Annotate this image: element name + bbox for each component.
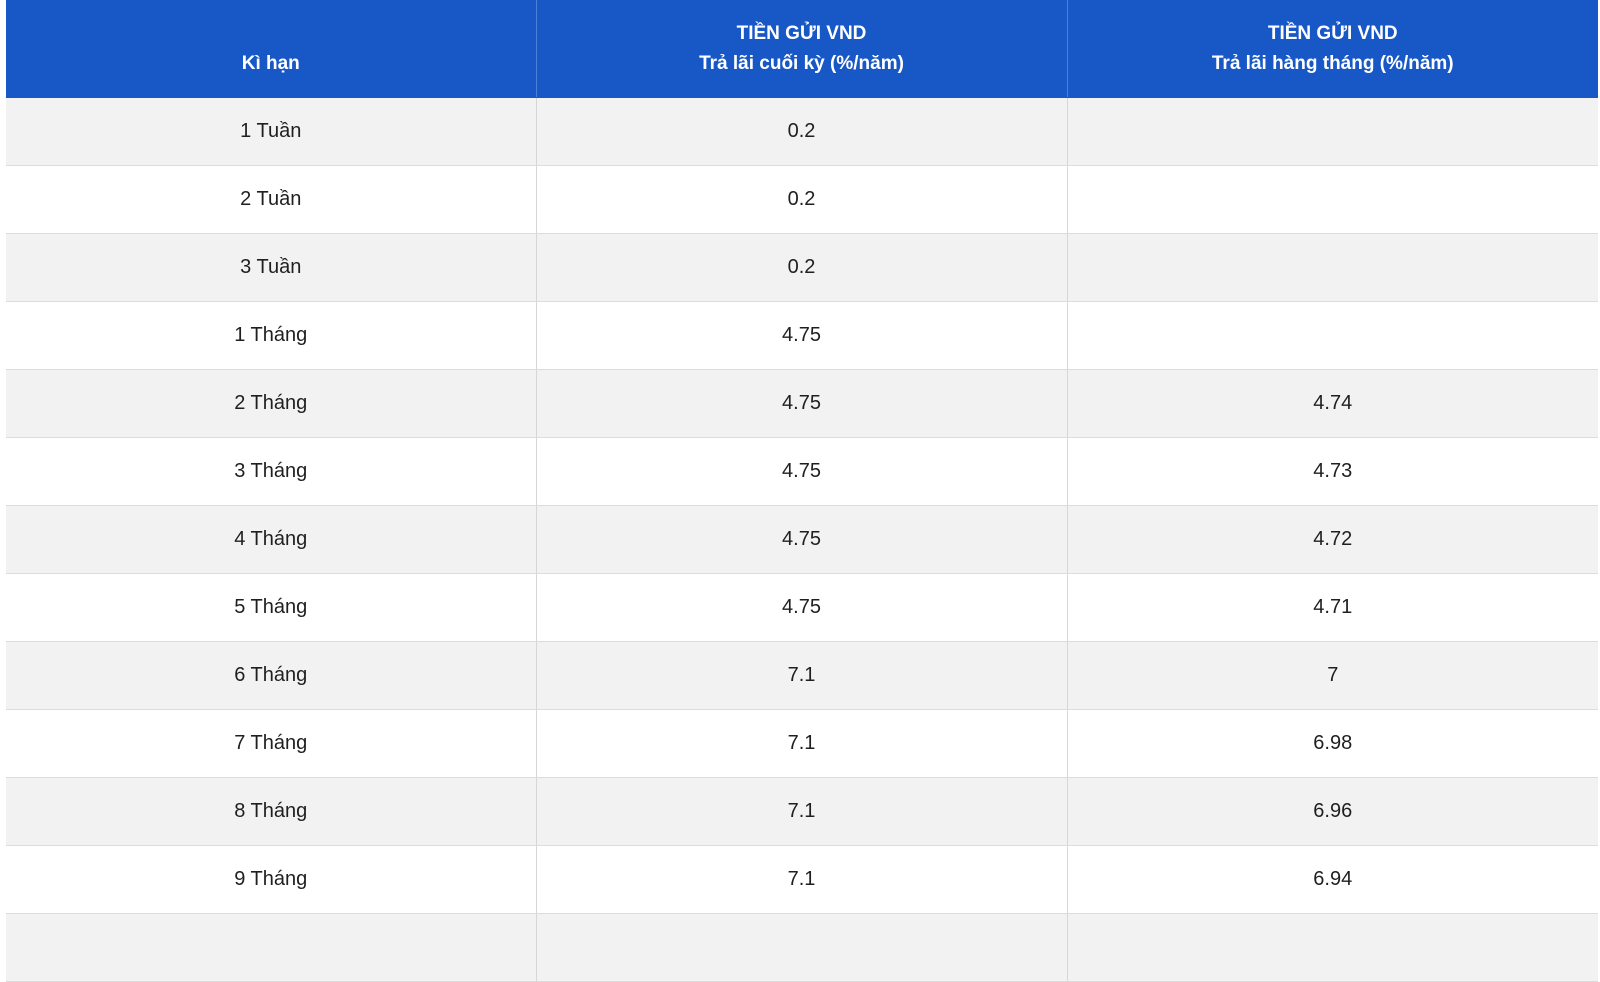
cell-monthly-rate [1067, 913, 1598, 982]
cell-monthly-rate [1067, 97, 1598, 166]
table-row: 1 Tuần 0.2 [6, 97, 1598, 166]
cell-monthly-rate: 4.74 [1067, 369, 1598, 438]
table-row [6, 913, 1598, 982]
table-row: 3 Tuần 0.2 [6, 233, 1598, 302]
cell-monthly-rate: 4.73 [1067, 437, 1598, 506]
cell-monthly-rate: 6.94 [1067, 845, 1598, 914]
cell-term: 3 Tuần [6, 233, 537, 302]
cell-monthly-rate: 4.71 [1067, 573, 1598, 642]
table-row: 7 Tháng 7.1 6.98 [6, 709, 1598, 778]
cell-end-of-term-rate [536, 913, 1068, 982]
table-row: 1 Tháng 4.75 [6, 301, 1598, 370]
cell-term: 6 Tháng [6, 641, 537, 710]
interest-rate-table: Kì hạn TIỀN GỬI VND Trả lãi cuối kỳ (%/n… [6, 0, 1598, 982]
cell-term: 1 Tuần [6, 97, 537, 166]
interest-rate-table-container: Kì hạn TIỀN GỬI VND Trả lãi cuối kỳ (%/n… [6, 0, 1598, 982]
cell-monthly-rate: 7 [1067, 641, 1598, 710]
cell-end-of-term-rate: 0.2 [536, 97, 1068, 166]
cell-end-of-term-rate: 0.2 [536, 233, 1068, 302]
table-header: Kì hạn TIỀN GỬI VND Trả lãi cuối kỳ (%/n… [6, 0, 1598, 98]
table-row: 2 Tuần 0.2 [6, 165, 1598, 234]
header-monthly: TIỀN GỬI VND Trả lãi hàng tháng (%/năm) [1067, 0, 1598, 98]
cell-end-of-term-rate: 4.75 [536, 505, 1068, 574]
header-end-of-term-title: TIỀN GỬI VND [736, 22, 867, 44]
header-end-of-term: TIỀN GỬI VND Trả lãi cuối kỳ (%/năm) [536, 0, 1068, 98]
header-term: Kì hạn [6, 0, 537, 98]
cell-end-of-term-rate: 7.1 [536, 641, 1068, 710]
cell-end-of-term-rate: 7.1 [536, 709, 1068, 778]
cell-term [6, 913, 537, 982]
header-monthly-subtitle: Trả lãi hàng tháng (%/năm) [1211, 52, 1454, 74]
table-row: 2 Tháng 4.75 4.74 [6, 369, 1598, 438]
cell-term: 5 Tháng [6, 573, 537, 642]
table-body: 1 Tuần 0.2 2 Tuần 0.2 3 Tuần 0.2 1 Tháng… [6, 97, 1598, 982]
cell-monthly-rate [1067, 165, 1598, 234]
header-monthly-title: TIỀN GỬI VND [1267, 22, 1398, 44]
cell-end-of-term-rate: 0.2 [536, 165, 1068, 234]
cell-monthly-rate: 6.98 [1067, 709, 1598, 778]
table-row: 6 Tháng 7.1 7 [6, 641, 1598, 710]
table-row: 5 Tháng 4.75 4.71 [6, 573, 1598, 642]
header-end-of-term-subtitle: Trả lãi cuối kỳ (%/năm) [699, 52, 904, 74]
cell-term: 2 Tháng [6, 369, 537, 438]
cell-monthly-rate: 4.72 [1067, 505, 1598, 574]
cell-end-of-term-rate: 4.75 [536, 573, 1068, 642]
cell-term: 7 Tháng [6, 709, 537, 778]
cell-term: 2 Tuần [6, 165, 537, 234]
table-row: 8 Tháng 7.1 6.96 [6, 777, 1598, 846]
cell-term: 9 Tháng [6, 845, 537, 914]
cell-end-of-term-rate: 4.75 [536, 301, 1068, 370]
cell-end-of-term-rate: 7.1 [536, 777, 1068, 846]
cell-term: 3 Tháng [6, 437, 537, 506]
header-row: Kì hạn TIỀN GỬI VND Trả lãi cuối kỳ (%/n… [6, 0, 1598, 98]
table-row: 4 Tháng 4.75 4.72 [6, 505, 1598, 574]
header-term-label: Kì hạn [241, 52, 300, 74]
cell-term: 4 Tháng [6, 505, 537, 574]
cell-term: 1 Tháng [6, 301, 537, 370]
cell-end-of-term-rate: 4.75 [536, 369, 1068, 438]
cell-term: 8 Tháng [6, 777, 537, 846]
table-row: 9 Tháng 7.1 6.94 [6, 845, 1598, 914]
cell-monthly-rate [1067, 233, 1598, 302]
table-row: 3 Tháng 4.75 4.73 [6, 437, 1598, 506]
cell-monthly-rate [1067, 301, 1598, 370]
cell-monthly-rate: 6.96 [1067, 777, 1598, 846]
cell-end-of-term-rate: 4.75 [536, 437, 1068, 506]
cell-end-of-term-rate: 7.1 [536, 845, 1068, 914]
